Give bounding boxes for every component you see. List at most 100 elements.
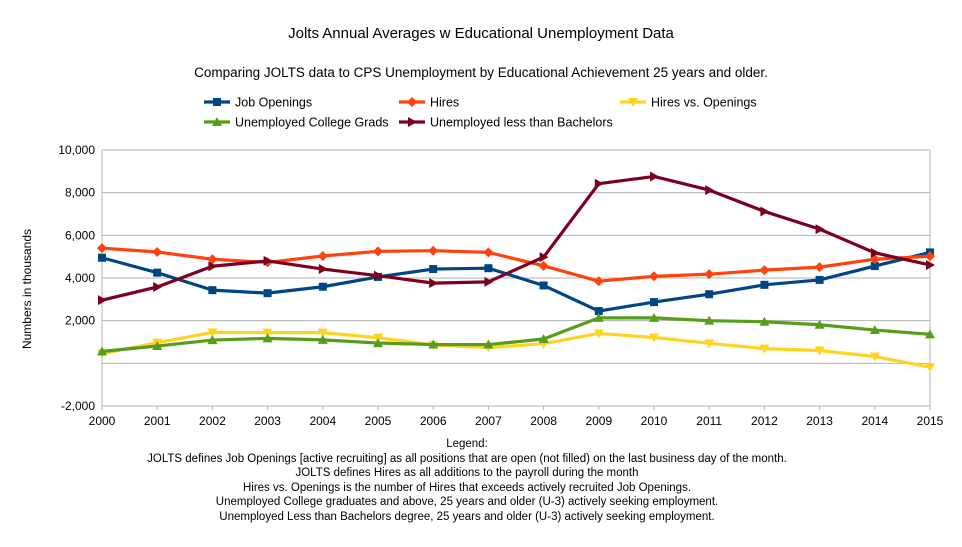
- legend-label: Unemployed less than Bachelors: [430, 116, 613, 130]
- legend-item-hires: Hires: [399, 96, 459, 110]
- data-point-hires-vs-openings: [814, 346, 825, 356]
- data-point-hires-vs-openings: [704, 339, 715, 349]
- data-point-unemployed-less-than-bachelors: [208, 261, 218, 272]
- x-tick-label: 2001: [144, 414, 171, 428]
- data-point-unemployed-less-than-bachelors: [870, 247, 880, 258]
- data-point-hires-vs-openings: [649, 333, 659, 343]
- y-tick-label: 2,000: [65, 314, 95, 328]
- x-tick-label: 2004: [309, 414, 336, 428]
- data-point-unemployed-college-grads: [428, 339, 439, 349]
- data-point-job-openings: [263, 289, 272, 298]
- data-point-job-openings: [815, 275, 824, 284]
- x-tick-label: 2011: [696, 414, 722, 428]
- note-line-college-grads: Unemployed College graduates and above, …: [215, 496, 719, 509]
- data-point-hires: [704, 269, 715, 280]
- data-point-job-openings: [870, 262, 879, 271]
- series-layer: [97, 171, 935, 373]
- series-hires-vs-openings: [97, 328, 935, 373]
- x-tick-label: 2013: [806, 414, 833, 428]
- data-point-unemployed-college-grads: [593, 312, 604, 322]
- data-point-unemployed-college-grads: [373, 338, 383, 348]
- x-tick-label: 2012: [751, 414, 778, 428]
- data-point-hires-vs-openings: [317, 328, 328, 338]
- series-job-openings: [98, 248, 934, 316]
- data-point-job-openings: [705, 290, 714, 299]
- data-point-unemployed-less-than-bachelors: [650, 171, 659, 182]
- data-point-unemployed-college-grads: [152, 341, 163, 351]
- note-line-hires-vs-openings: Hires vs. Openings is the number of Hire…: [242, 481, 692, 494]
- data-point-hires: [373, 246, 383, 257]
- data-point-job-openings: [484, 264, 493, 273]
- data-point-hires: [152, 246, 163, 257]
- data-point-hires: [207, 254, 218, 265]
- data-point-hires: [428, 245, 439, 256]
- data-point-hires: [759, 265, 770, 276]
- y-tick-label: 8,000: [65, 186, 95, 200]
- notes-heading: Legend:: [446, 438, 488, 450]
- data-point-unemployed-less-than-bachelors: [263, 255, 273, 266]
- series-line-job-openings: [101, 250, 931, 313]
- x-tick-label: 2015: [917, 414, 944, 428]
- x-tick-label: 2005: [365, 414, 392, 428]
- x-tick-label: 2009: [585, 414, 612, 428]
- data-point-unemployed-less-than-bachelors: [539, 252, 549, 263]
- data-point-unemployed-college-grads: [704, 315, 715, 325]
- legend-label: Job Openings: [235, 96, 312, 110]
- data-point-unemployed-less-than-bachelors: [705, 185, 715, 196]
- data-point-unemployed-less-than-bachelors: [153, 281, 163, 292]
- legend-marker: [407, 97, 417, 107]
- data-point-unemployed-less-than-bachelors: [374, 270, 383, 281]
- series-unemployed-less-than-bachelors: [98, 171, 935, 306]
- data-point-hires: [814, 262, 825, 273]
- data-point-job-openings: [98, 253, 106, 262]
- chart-title: Jolts Annual Averages w Educational Unem…: [288, 25, 674, 42]
- legend-marker: [408, 117, 417, 127]
- x-tick-label: 2010: [641, 414, 668, 428]
- data-point-hires-vs-openings: [593, 329, 604, 339]
- note-line-hires: JOLTS defines Hires as all additions to …: [295, 467, 639, 480]
- data-point-unemployed-college-grads: [759, 316, 770, 326]
- legend-label: Unemployed College Grads: [235, 116, 389, 130]
- series-line-unemployed-less-than-bachelors: [101, 174, 931, 302]
- data-point-job-openings: [539, 281, 548, 290]
- data-point-job-openings: [429, 265, 438, 274]
- y-axis-label: Numbers in thousands: [20, 229, 34, 349]
- legend-item-unemployed-college-grads: Unemployed College Grads: [204, 116, 389, 130]
- data-point-hires-vs-openings: [262, 328, 273, 338]
- data-point-hires-vs-openings: [207, 328, 218, 338]
- data-point-unemployed-college-grads: [262, 333, 273, 343]
- series-hires: [97, 243, 935, 287]
- data-point-hires: [869, 254, 880, 265]
- legend: Job Openings Hires Hires vs. Openings Unemp…: [204, 96, 757, 130]
- data-point-job-openings: [650, 298, 658, 307]
- series-line-hires: [101, 246, 931, 283]
- legend-marker: [213, 98, 221, 106]
- x-tick-label: 2014: [861, 414, 888, 428]
- y-tick-label: 6,000: [65, 228, 95, 242]
- data-point-unemployed-less-than-bachelors: [318, 264, 328, 275]
- series-unemployed-college-grads: [97, 312, 935, 356]
- legend-label: Hires vs. Openings: [651, 96, 757, 110]
- data-point-unemployed-less-than-bachelors: [760, 206, 770, 217]
- data-point-hires: [649, 271, 659, 282]
- x-tick-label: 2000: [89, 414, 116, 428]
- x-tick-label: 2006: [420, 414, 447, 428]
- legend-marker: [212, 117, 222, 126]
- axes: -2,000 2,000 4,000 6,000 8,000 10,000 2000 2001…: [58, 143, 943, 428]
- legend-marker: [628, 98, 638, 107]
- data-point-hires-vs-openings: [869, 352, 880, 362]
- note-line-less-than-bachelors: Unemployed Less than Bachelors degree, 2…: [219, 510, 715, 523]
- y-tick-label: 10,000: [58, 143, 95, 157]
- data-point-hires: [593, 276, 604, 287]
- data-point-hires: [97, 243, 107, 254]
- data-point-job-openings: [594, 307, 603, 316]
- data-point-job-openings: [208, 286, 217, 295]
- x-tick-label: 2007: [475, 414, 502, 428]
- data-point-unemployed-college-grads: [317, 334, 328, 344]
- data-point-unemployed-college-grads: [869, 325, 880, 335]
- data-point-hires-vs-openings: [759, 344, 770, 354]
- data-point-unemployed-college-grads: [538, 334, 549, 344]
- data-point-job-openings: [153, 268, 162, 277]
- legend-label: Hires: [430, 96, 459, 110]
